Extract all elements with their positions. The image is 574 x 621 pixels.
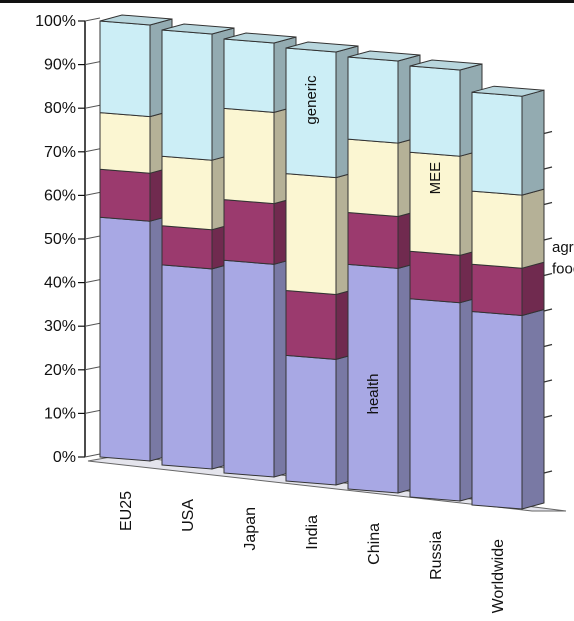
bar-segment-agrofood <box>223 199 275 265</box>
chart-axes: 0% 10% 20% 30% 40% 50% 60% 70% 80% 90% 100% <box>0 0 574 475</box>
y-tick-connector <box>84 279 101 284</box>
bar-segment-generic <box>223 38 275 113</box>
bar-segment-agrofood <box>285 289 337 360</box>
y-tick-connector <box>84 17 101 22</box>
x-category-label: EU25 <box>118 491 135 531</box>
x-category-label: Worldwide <box>490 539 507 614</box>
bar-segment-agrofood <box>161 225 213 270</box>
y-tick-label: 30% <box>44 318 76 335</box>
bar-side-agrofood <box>521 261 545 317</box>
bar-segment-health <box>99 216 151 462</box>
bar-segment-mee <box>223 107 275 205</box>
bar-segment-agrofood <box>471 263 523 317</box>
y-tick-connector <box>84 104 101 109</box>
annotation-label: food <box>552 261 574 278</box>
bar-side-generic <box>521 89 545 196</box>
bar-side-health <box>521 308 545 510</box>
bar-top-generic <box>285 41 359 53</box>
y-tick-label: 50% <box>44 231 76 248</box>
bar-segment-health <box>161 264 213 470</box>
bar-segment-agrofood <box>99 168 151 222</box>
bar-segment-generic <box>99 20 151 118</box>
bar-china <box>347 50 421 494</box>
annotation-label: health <box>365 374 382 415</box>
bar-segment-agrofood <box>347 211 399 269</box>
bar-segment-mee <box>285 173 337 296</box>
y-tick-connector <box>84 191 101 196</box>
bar-segment-generic <box>409 65 461 157</box>
bar-segment-generic <box>161 29 213 161</box>
bar-segment-health <box>471 310 523 510</box>
y-tick-connector <box>84 409 101 414</box>
bar-top-generic <box>161 23 235 35</box>
bar-segment-generic <box>347 56 399 144</box>
bar-usa <box>161 23 235 470</box>
y-tick-label: 60% <box>44 187 76 204</box>
annotation-label: MEE <box>427 162 444 195</box>
bar-segment-mee <box>161 155 213 231</box>
y-tick-label: 40% <box>44 275 76 292</box>
bar-side-mee <box>521 188 545 269</box>
x-category-label: USA <box>180 499 197 532</box>
bar-segment-mee <box>471 190 523 269</box>
y-tick-label: 0% <box>53 449 76 466</box>
bar-segment-mee <box>347 138 399 218</box>
bar-top-generic <box>347 50 421 62</box>
bar-russia <box>409 59 483 502</box>
bar-eu25 <box>99 14 173 462</box>
bar-japan <box>223 32 297 478</box>
y-tick-connector <box>84 366 101 371</box>
bar-segment-mee <box>99 112 151 174</box>
x-category-label: Russia <box>428 531 445 580</box>
bar-worldwide <box>471 85 545 510</box>
bar-top-generic <box>99 14 173 26</box>
bar-group <box>99 14 545 510</box>
y-tick-label: 20% <box>44 362 76 379</box>
y-tick-label: 80% <box>44 100 76 117</box>
label-group: EU25 USA Japan India China Russia Worldwide gen… <box>118 75 574 614</box>
y-tick-label: 100% <box>35 13 76 30</box>
x-category-label: India <box>304 515 321 550</box>
x-category-label: China <box>366 523 383 565</box>
bar-india <box>285 41 359 486</box>
x-category-label: Japan <box>242 507 259 551</box>
y-tick-label: 10% <box>44 405 76 422</box>
y-tick-label: 70% <box>44 144 76 161</box>
bar-segment-health <box>223 259 275 478</box>
bar-top-generic <box>471 85 545 97</box>
y-tick-connector <box>84 148 101 153</box>
y-tick-connector <box>84 61 101 66</box>
y-tick-label: 90% <box>44 57 76 74</box>
bar-top-generic <box>223 32 297 44</box>
y-tick-connector <box>84 322 101 327</box>
y-tick-connector <box>84 453 101 458</box>
annotation-label: generic <box>303 75 320 125</box>
bar-segment-agrofood <box>409 250 461 304</box>
bar-segment-health <box>409 298 461 502</box>
bar-segment-generic <box>471 91 523 196</box>
y-tick-connector <box>84 235 101 240</box>
annotation-label: agro- <box>552 239 574 256</box>
bar-top-generic <box>409 59 483 71</box>
bar-segment-health <box>285 354 337 486</box>
